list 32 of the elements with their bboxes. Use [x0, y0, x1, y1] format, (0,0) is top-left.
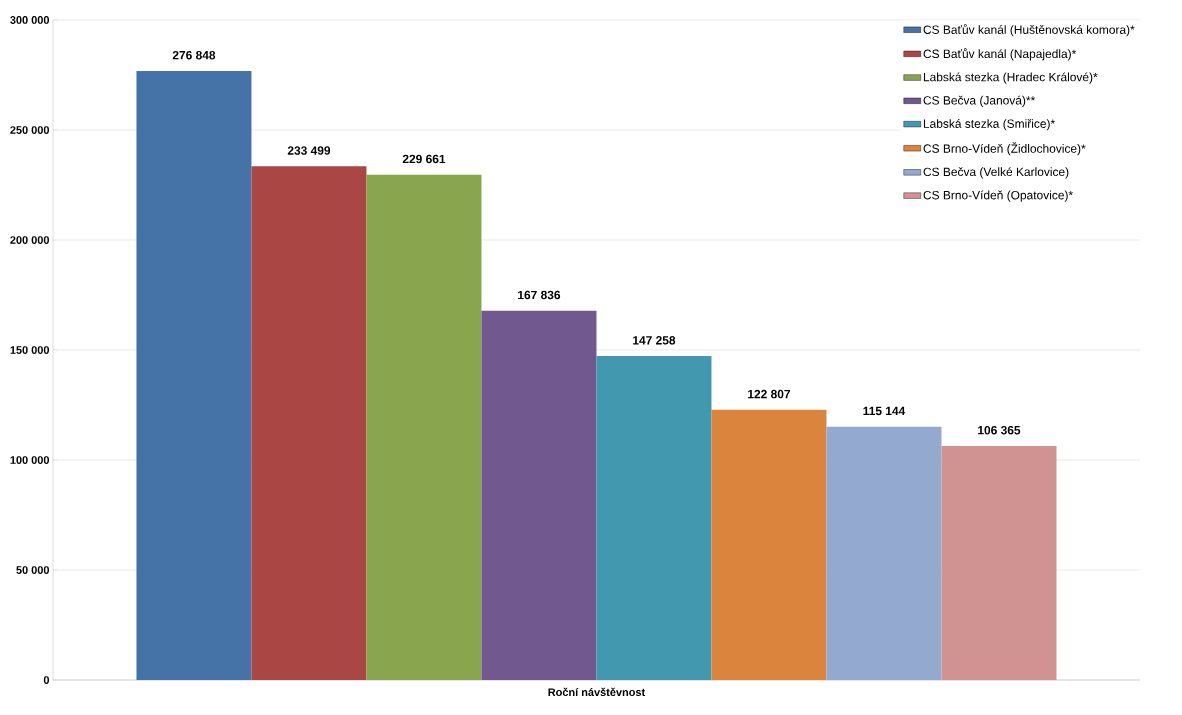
y-tick-label: 50 000 [16, 566, 50, 574]
x-tick-label: Roční návštěvnost [548, 687, 646, 697]
legend-label: CS Baťův kanál (Huštěnovská komora)* [923, 24, 1135, 37]
data-label: 122 807 [748, 389, 791, 399]
bar [826, 426, 942, 680]
y-tick-label: 300 000 [10, 16, 50, 24]
bar [481, 310, 597, 680]
data-label: 167 836 [518, 290, 561, 300]
legend-label: CS Baťův kanál (Napajedla)* [923, 48, 1077, 61]
legend-label: Labská stezka (Smiřice)* [923, 118, 1055, 131]
data-label: 106 365 [978, 426, 1021, 435]
data-label: 276 848 [172, 50, 216, 60]
data-label: 233 499 [287, 146, 331, 155]
legend-label: CS Bečva (Janová)** [923, 95, 1036, 107]
bar [596, 356, 712, 680]
bar [711, 409, 827, 680]
legend-label: CS Brno-Vídeň (Židlochovice)* [923, 142, 1086, 156]
y-tick-label: 200 000 [10, 236, 50, 244]
bar [941, 446, 1057, 680]
bar [136, 70, 252, 680]
data-label: 229 661 [402, 154, 446, 164]
data-label: 115 144 [863, 406, 906, 416]
y-tick-label: 250 000 [10, 126, 50, 134]
y-tick-label: 150 000 [10, 346, 50, 354]
legend-label: Labská stezka (Hradec Králové)* [923, 72, 1098, 84]
bar [251, 166, 367, 680]
y-tick-label: 0 [43, 676, 50, 684]
bar [366, 174, 482, 680]
data-label: 147 258 [633, 336, 676, 345]
legend-label: CS Bečva (Velké Karlovice) [923, 167, 1069, 179]
y-tick-label: 100 000 [10, 456, 50, 464]
legend-label: CS Brno-Vídeň (Opatovice)* [923, 190, 1073, 202]
